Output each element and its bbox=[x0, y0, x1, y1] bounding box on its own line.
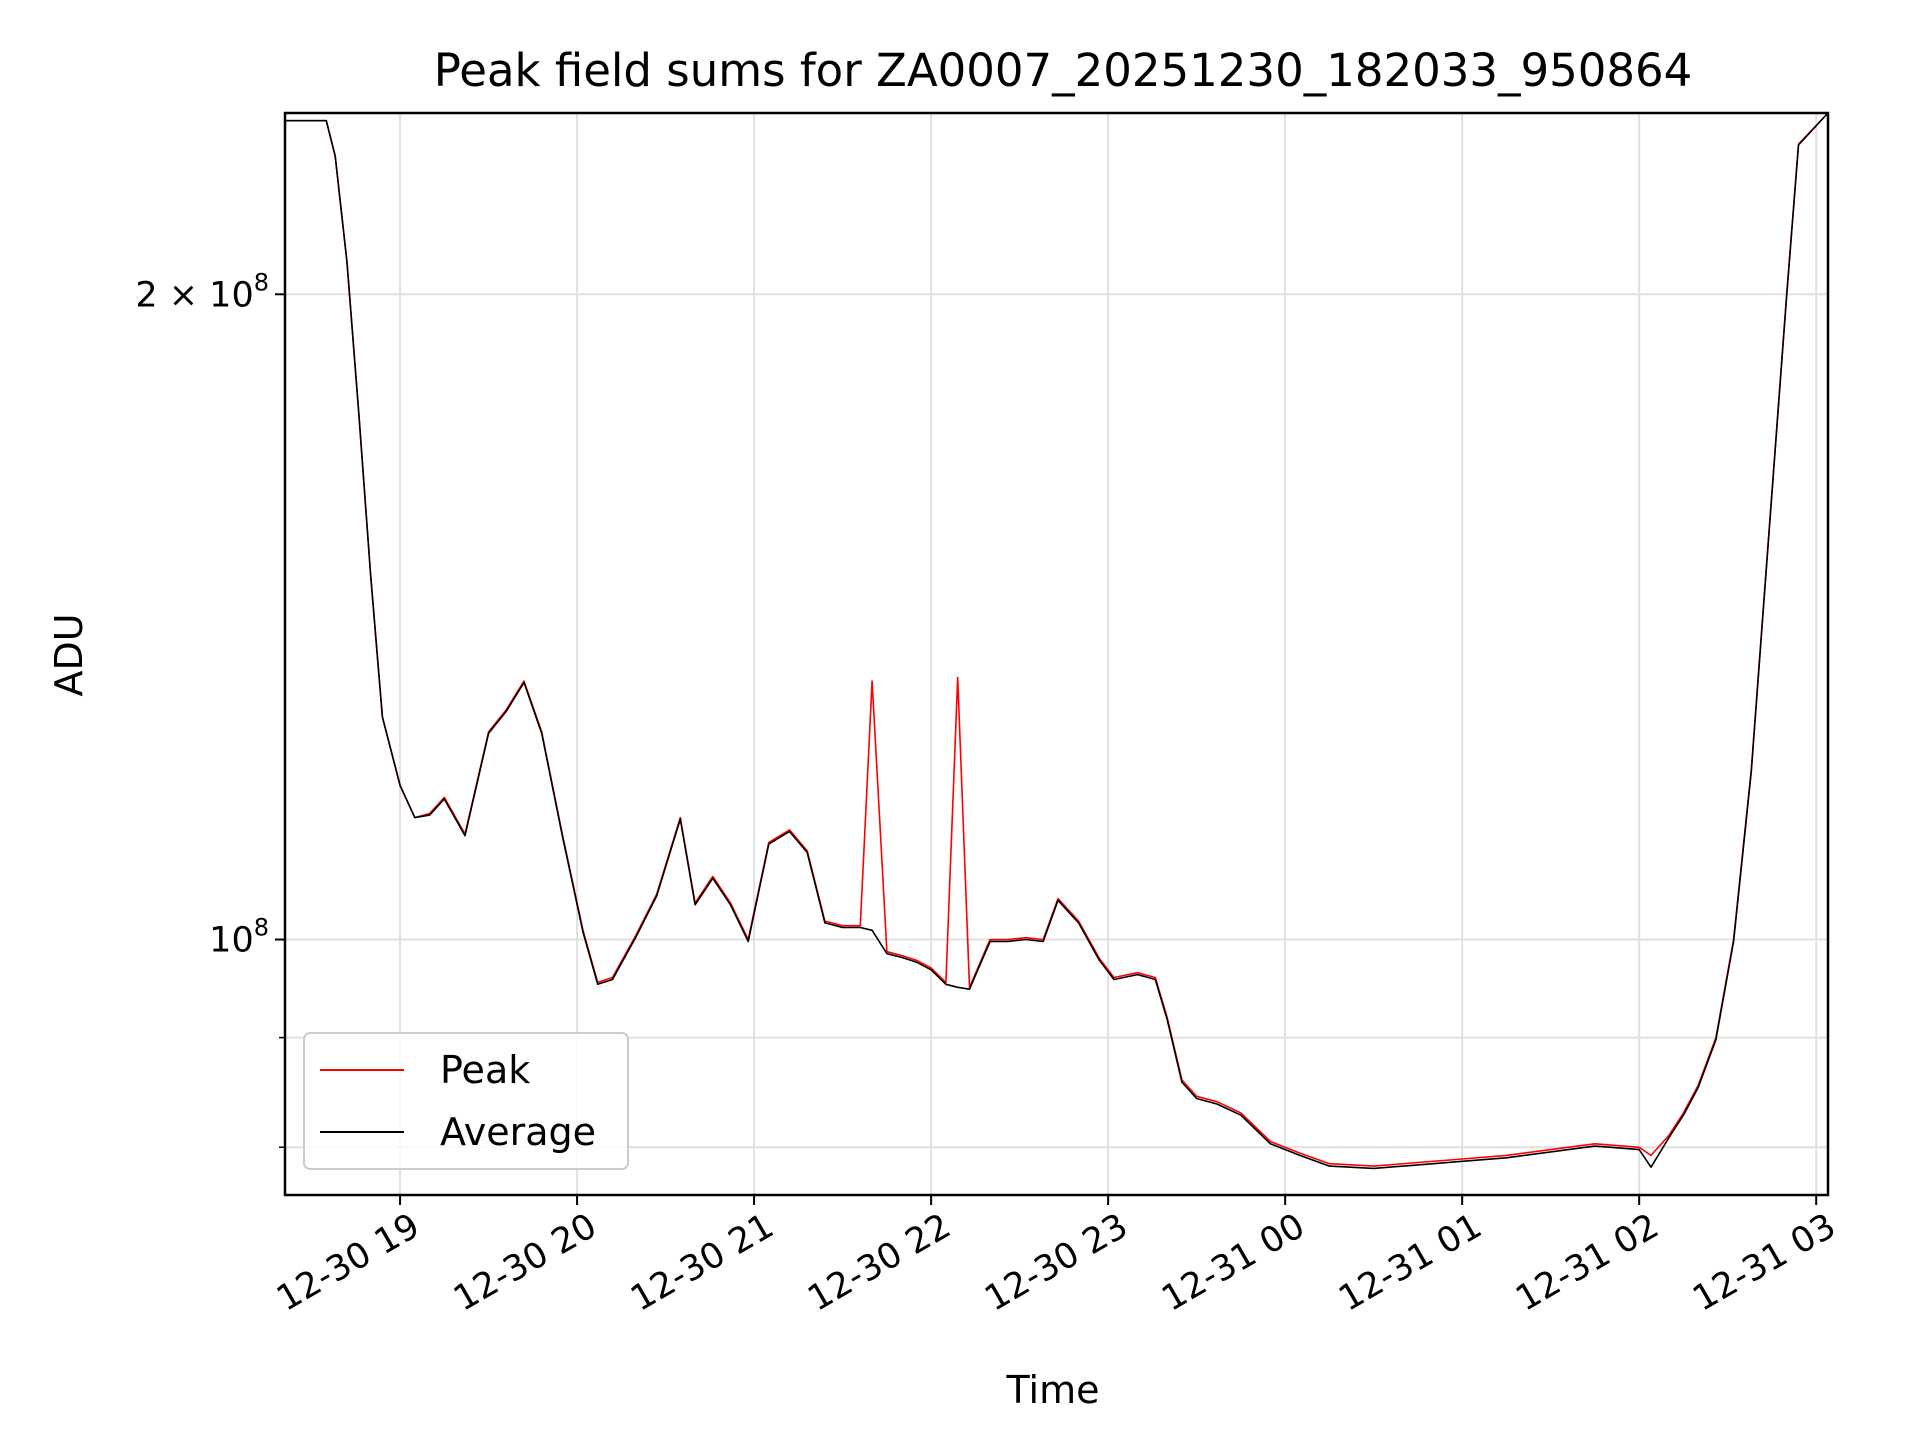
y-tick-label: 2 × 108 bbox=[135, 268, 269, 315]
axes-frame bbox=[283, 111, 1830, 1197]
y-axis-label: ADU bbox=[47, 613, 91, 696]
grid bbox=[285, 113, 1828, 1195]
series-layer bbox=[285, 112, 1829, 1170]
series-line-peak bbox=[285, 112, 1829, 1167]
legend-label-peak: Peak bbox=[440, 1048, 530, 1092]
y-axis-ticks: 108 2 × 108 bbox=[135, 268, 285, 1149]
legend: Peak Average bbox=[303, 1032, 629, 1170]
series-line-average bbox=[285, 112, 1829, 1170]
legend-label-average: Average bbox=[440, 1110, 596, 1154]
legend-box bbox=[303, 1032, 629, 1170]
x-axis-label: Time bbox=[1006, 1368, 1100, 1412]
chart-title: Peak field sums for ZA0007_20251230_1820… bbox=[434, 44, 1693, 97]
y-tick-label: 108 bbox=[209, 914, 269, 961]
